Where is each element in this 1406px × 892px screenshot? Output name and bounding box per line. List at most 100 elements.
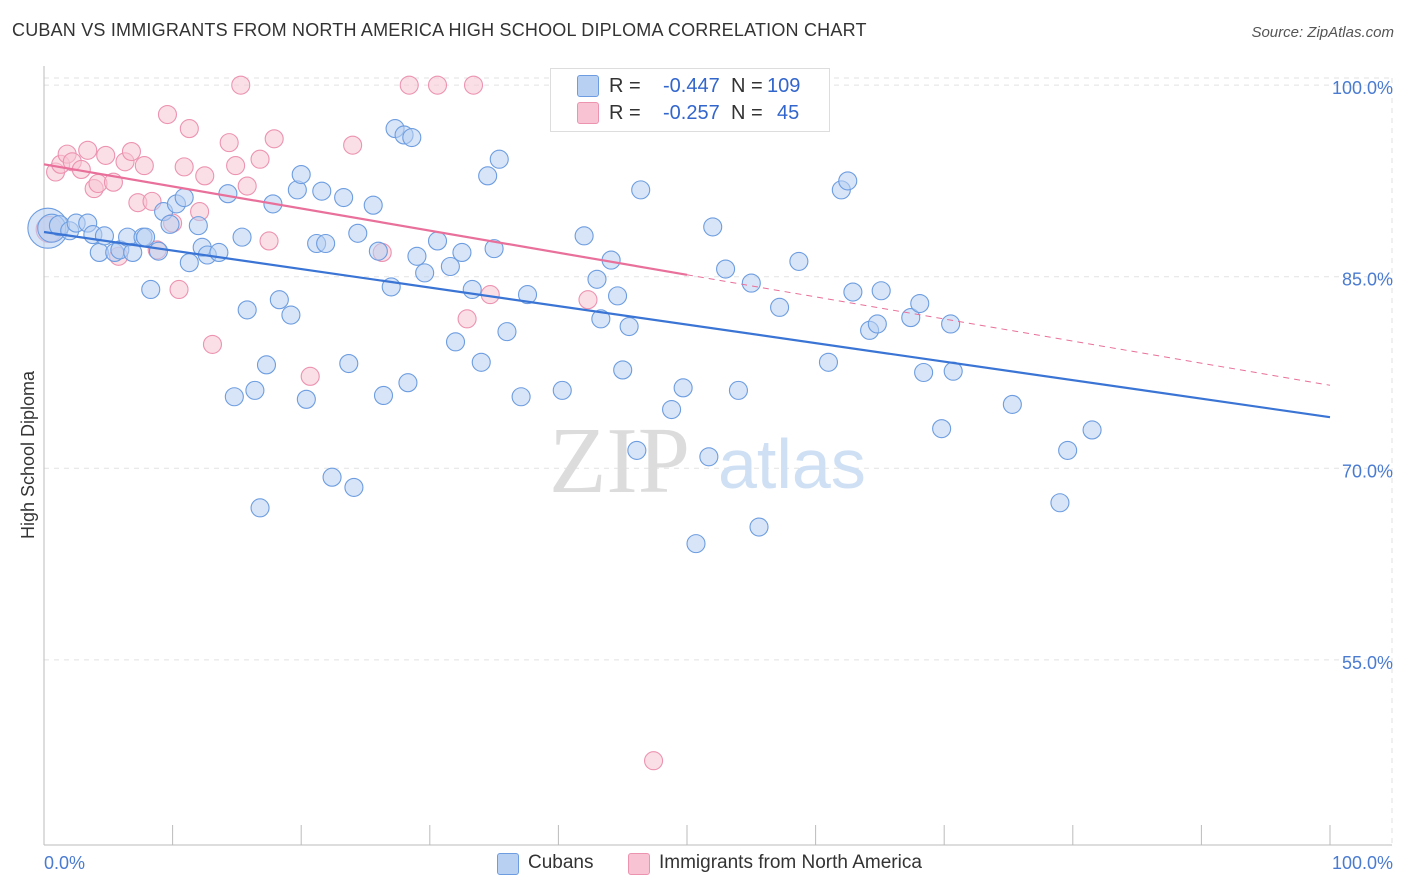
cubans-point bbox=[749, 517, 769, 537]
cubans-point bbox=[741, 273, 761, 293]
cubans-point bbox=[631, 180, 651, 200]
immigrants-n-value: 45 bbox=[777, 102, 800, 124]
immigrants-trend-extension bbox=[686, 274, 1331, 386]
source-credit: Source: ZipAtlas.com bbox=[1251, 24, 1394, 41]
cubans-point bbox=[608, 286, 628, 306]
cubans-point bbox=[910, 293, 930, 314]
r-label: R = bbox=[609, 102, 641, 124]
cubans-point bbox=[591, 309, 611, 329]
cubans-point bbox=[160, 214, 180, 234]
y-tick-label: 100.0% bbox=[1332, 78, 1393, 98]
cubans-legend-icon bbox=[497, 853, 519, 875]
cubans-point bbox=[716, 259, 736, 279]
trend-lines bbox=[43, 163, 1331, 419]
cubans-point bbox=[245, 380, 265, 400]
cubans-point bbox=[250, 498, 270, 518]
cubans-point bbox=[686, 534, 706, 554]
cubans-point bbox=[334, 187, 354, 208]
cubans-point bbox=[174, 187, 194, 208]
cubans-point bbox=[789, 251, 809, 271]
series-immigrants-points bbox=[35, 75, 810, 771]
x-tick-label: 100.0% bbox=[1332, 853, 1393, 873]
series-cubans-points bbox=[27, 119, 1102, 554]
cubans-point bbox=[703, 217, 723, 237]
immigrants-point bbox=[264, 129, 284, 149]
cubans-point bbox=[1058, 440, 1078, 460]
cubans-point bbox=[281, 305, 301, 325]
immigrants-point bbox=[463, 75, 484, 95]
immigrants-point bbox=[195, 166, 215, 186]
cubans-r-value: -0.447 bbox=[663, 75, 720, 97]
cubans-point bbox=[312, 181, 332, 201]
n-label: N = bbox=[731, 102, 763, 124]
cubans-point bbox=[871, 281, 891, 301]
cubans-point bbox=[517, 285, 538, 305]
cubans-point bbox=[867, 314, 887, 334]
cubans-point bbox=[398, 373, 418, 393]
cubans-point bbox=[445, 332, 466, 352]
cubans-swatch-icon bbox=[577, 75, 599, 97]
cubans-point bbox=[914, 362, 934, 383]
y-axis-label: High School Diploma bbox=[18, 370, 38, 539]
cubans-point bbox=[587, 269, 607, 289]
cubans-point bbox=[673, 378, 693, 398]
cubans-point bbox=[363, 195, 383, 215]
immigrants-point bbox=[300, 366, 320, 386]
cubans-point bbox=[237, 300, 257, 320]
cubans-point bbox=[1002, 394, 1022, 414]
cubans-point bbox=[932, 419, 952, 439]
immigrants-point bbox=[343, 135, 363, 155]
immigrants-trend-line bbox=[43, 163, 688, 276]
watermark-atlas: atlas bbox=[718, 425, 866, 503]
immigrants-point bbox=[219, 133, 239, 153]
watermark-zip: ZIP bbox=[549, 409, 690, 513]
watermark: ZIP atlas bbox=[549, 409, 866, 513]
chart-title: CUBAN VS IMMIGRANTS FROM NORTH AMERICA H… bbox=[12, 20, 867, 40]
r-label: R = bbox=[609, 75, 641, 97]
gridlines bbox=[44, 77, 1393, 845]
cubans-n-value: 109 bbox=[767, 75, 801, 97]
cubans-point bbox=[1050, 493, 1070, 513]
immigrants-point bbox=[202, 334, 223, 354]
cubans-point bbox=[141, 279, 161, 300]
legend-cubans-label: Cubans bbox=[528, 852, 594, 873]
cubans-point bbox=[489, 149, 509, 169]
cubans-point bbox=[574, 226, 594, 246]
immigrants-legend-icon bbox=[628, 853, 650, 875]
tick-labels: 55.0% 70.0% 85.0% 100.0% 0.0% 100.0% bbox=[44, 78, 1393, 873]
immigrants-r-value: -0.257 bbox=[663, 102, 720, 124]
cubans-point bbox=[123, 242, 143, 262]
immigrants-point bbox=[78, 140, 98, 160]
immigrants-point bbox=[134, 156, 154, 176]
cubans-point bbox=[699, 447, 719, 467]
cubans-point bbox=[291, 164, 311, 185]
immigrants-point bbox=[259, 231, 279, 251]
cubans-point bbox=[1082, 420, 1102, 440]
cubans-point bbox=[452, 242, 472, 262]
cubans-point bbox=[316, 233, 336, 254]
immigrants-point bbox=[250, 149, 270, 169]
cubans-trend-line bbox=[43, 230, 1331, 419]
stats-legend: R = -0.447 N = 109 R = -0.257 N = 45 bbox=[550, 68, 830, 132]
immigrants-point bbox=[578, 290, 598, 310]
cubans-point bbox=[552, 380, 572, 400]
cubans-point bbox=[348, 223, 368, 243]
cubans-point bbox=[322, 467, 342, 487]
cubans-point bbox=[224, 387, 244, 407]
immigrants-point bbox=[237, 176, 257, 196]
cubans-point bbox=[368, 241, 388, 261]
x-tick-label: 0.0% bbox=[44, 853, 85, 873]
cubans-point bbox=[407, 246, 427, 266]
cubans-point bbox=[627, 440, 647, 460]
series-legend: Cubans Immigrants from North America bbox=[0, 852, 1406, 878]
axes bbox=[43, 66, 1392, 846]
immigrants-point bbox=[399, 75, 419, 95]
cubans-point bbox=[256, 355, 277, 375]
immigrants-point bbox=[157, 104, 178, 125]
cubans-point bbox=[148, 241, 169, 261]
y-tick-label: 55.0% bbox=[1342, 653, 1393, 673]
immigrants-point bbox=[179, 119, 199, 139]
cubans-point bbox=[511, 387, 531, 407]
immigrants-point bbox=[644, 751, 664, 771]
